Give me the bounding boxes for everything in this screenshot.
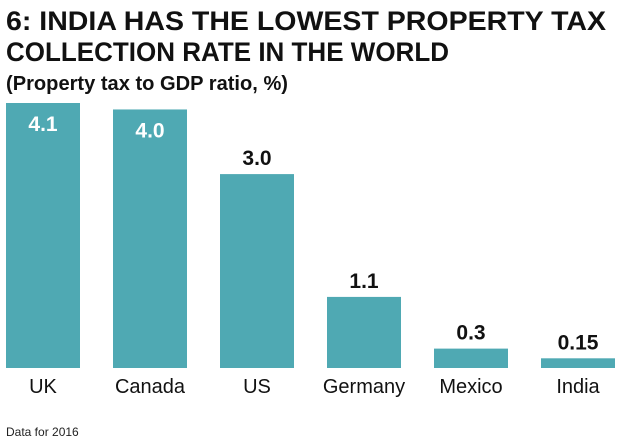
bar-india	[541, 358, 615, 368]
bar-canada	[113, 109, 187, 369]
category-label-mexico: Mexico	[439, 376, 502, 398]
category-label-germany: Germany	[323, 376, 405, 398]
category-label-india: India	[556, 376, 600, 398]
bar-us	[220, 174, 294, 368]
chart-subtitle: (Property tax to GDP ratio, %)	[6, 73, 288, 95]
footnote: Data for 2016	[6, 425, 79, 439]
data-label-mexico: 0.3	[456, 322, 485, 345]
category-label-canada: Canada	[115, 376, 186, 398]
data-label-india: 0.15	[558, 331, 599, 354]
bar-uk	[6, 103, 80, 368]
chart-title-line-2: COLLECTION RATE IN THE WORLD	[6, 37, 449, 67]
data-label-us: 3.0	[242, 147, 271, 170]
chart-title-line-1: 6: INDIA HAS THE LOWEST PROPERTY TAX	[6, 6, 606, 36]
data-label-canada: 4.0	[135, 119, 164, 142]
category-label-us: US	[243, 376, 271, 398]
bar-germany	[327, 296, 401, 368]
data-label-germany: 1.1	[349, 270, 379, 293]
bar-mexico	[434, 348, 508, 368]
data-label-uk: 4.1	[28, 113, 58, 136]
category-label-uk: UK	[29, 376, 57, 398]
